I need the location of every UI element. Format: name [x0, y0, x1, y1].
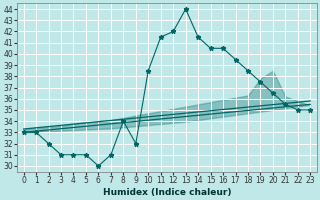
X-axis label: Humidex (Indice chaleur): Humidex (Indice chaleur)	[103, 188, 231, 197]
